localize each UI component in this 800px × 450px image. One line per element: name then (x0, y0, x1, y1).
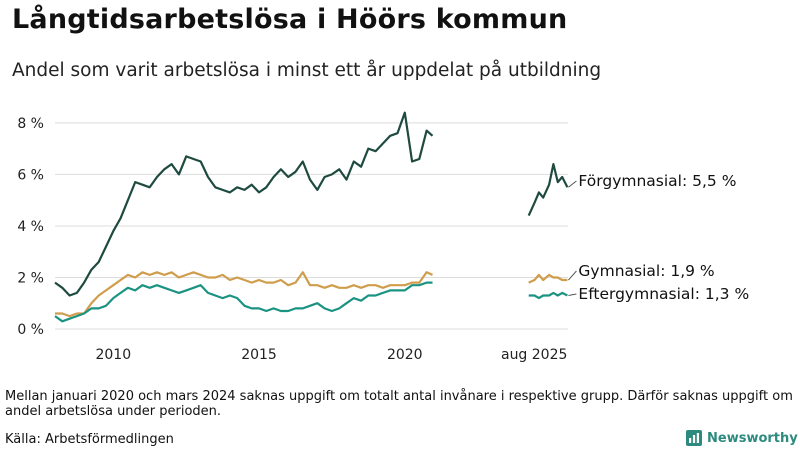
x-tick-label: 2020 (387, 347, 423, 363)
series-line-gymnasial (55, 271, 433, 318)
y-tick-label: 4 % (17, 219, 44, 235)
source-credit: Källa: Arbetsförmedlingen (5, 432, 174, 447)
footnote: Mellan januari 2020 och mars 2024 saknas… (5, 389, 793, 419)
y-tick-label: 2 % (17, 270, 44, 286)
y-axis-ticks: 0 % 2 % 4 % 6 % 8 % (17, 116, 44, 338)
chart-title: Långtidsarbetslösa i Höörs kommun (12, 4, 568, 35)
y-tick-label: 0 % (17, 322, 44, 338)
x-tick-label: 2010 (95, 347, 131, 363)
y-tick-label: 6 % (17, 167, 44, 183)
x-tick-label: 2015 (241, 347, 277, 363)
series-line-gymnasial (528, 273, 568, 284)
chart-subtitle: Andel som varit arbetslösa i minst ett å… (12, 60, 602, 81)
gridlines (55, 122, 568, 330)
end-label-förgymnasial: Förgymnasial: 5,5 % (578, 172, 736, 190)
series-line-eftergymnasial (528, 291, 568, 300)
y-tick-label: 8 % (17, 116, 44, 132)
series-line-förgymnasial (527, 163, 569, 217)
series-lines (54, 111, 569, 323)
end-label-gymnasial: Gymnasial: 1,9 % (578, 262, 714, 280)
label-leader-line (568, 270, 577, 281)
end-labels: Förgymnasial: 5,5 % Gymnasial: 1,9 % Efter… (568, 172, 749, 303)
series-line-förgymnasial (54, 111, 434, 297)
end-label-eftergymnasial: Eftergymnasial: 1,3 % (578, 285, 749, 303)
bar-chart-icon (686, 430, 702, 446)
brand-name: Newsworthy (707, 430, 798, 446)
label-leader-line (568, 293, 577, 296)
brand-logo: Newsworthy (686, 430, 798, 446)
x-tick-label: aug 2025 (501, 347, 567, 363)
x-axis-ticks: 2010 2015 2020 aug 2025 (95, 347, 567, 363)
label-leader-line (568, 180, 577, 188)
series-line-eftergymnasial (54, 281, 433, 323)
